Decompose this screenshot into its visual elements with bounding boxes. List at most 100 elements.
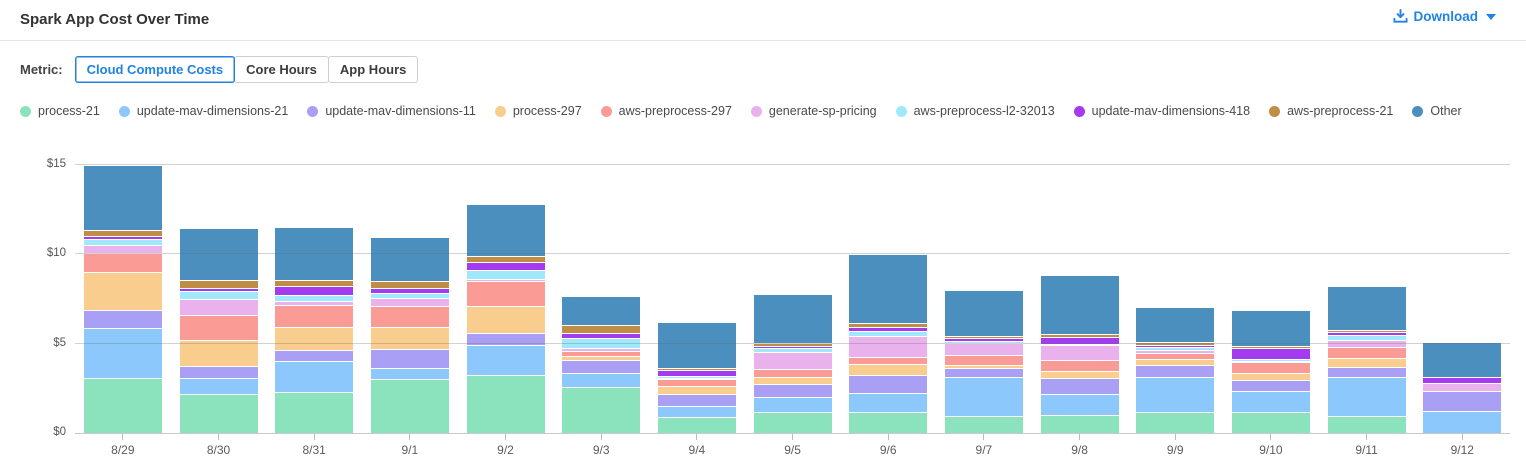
bar-segment-process-297[interactable]	[466, 306, 545, 333]
legend-item-update-mav-dimensions-11[interactable]: update-mav-dimensions-11	[307, 104, 476, 118]
stacked-bar[interactable]	[83, 165, 162, 433]
bar-segment-aws-preprocess-297[interactable]	[1327, 347, 1406, 358]
bar-segment-update-mav-dimensions-11[interactable]	[1040, 377, 1119, 394]
bar-segment-aws-preprocess-21[interactable]	[1136, 341, 1215, 345]
bar-segment-process-21[interactable]	[657, 416, 736, 433]
bar-segment-aws-preprocess-297[interactable]	[1136, 352, 1215, 359]
bar-segment-aws-preprocess-21[interactable]	[179, 280, 258, 289]
bar-segment-aws-preprocess-297[interactable]	[370, 306, 449, 327]
bar-segment-generate-sp-pricing[interactable]	[179, 299, 258, 316]
legend-item-update-mav-dimensions-21[interactable]: update-mav-dimensions-21	[118, 104, 288, 118]
bar-segment-aws-preprocess-l2-32013[interactable]	[83, 239, 162, 246]
bar-segment-aws-preprocess-297[interactable]	[944, 355, 1023, 366]
bar-segment-update-mav-dimensions-418[interactable]	[179, 288, 258, 291]
bar-segment-update-mav-dimensions-418[interactable]	[657, 369, 736, 376]
bar-segment-process-297[interactable]	[849, 364, 928, 375]
bar-segment-aws-preprocess-297[interactable]	[1040, 359, 1119, 372]
bar-segment-other[interactable]	[1136, 307, 1215, 342]
bar-segment-aws-preprocess-l2-32013[interactable]	[275, 295, 354, 301]
bar-segment-update-mav-dimensions-11[interactable]	[849, 374, 928, 393]
legend-item-process-297[interactable]: process-297	[494, 104, 582, 118]
bar-segment-update-mav-dimensions-11[interactable]	[562, 359, 641, 374]
bar-segment-aws-preprocess-l2-32013[interactable]	[1231, 358, 1310, 361]
bar-segment-process-297[interactable]	[1327, 358, 1406, 367]
bar-segment-process-21[interactable]	[83, 377, 162, 433]
bar-segment-update-mav-dimensions-21[interactable]	[83, 327, 162, 378]
bar-segment-process-297[interactable]	[753, 376, 832, 384]
legend-item-aws-preprocess-297[interactable]: aws-preprocess-297	[600, 104, 732, 118]
bar-segment-other[interactable]	[562, 295, 641, 325]
bar-segment-aws-preprocess-21[interactable]	[1040, 333, 1119, 337]
bar-segment-update-mav-dimensions-21[interactable]	[370, 367, 449, 380]
metric-button-core-hours[interactable]: Core Hours	[234, 56, 329, 83]
bar-segment-process-297[interactable]	[1040, 371, 1119, 378]
legend-item-aws-preprocess-l2-32013[interactable]: aws-preprocess-l2-32013	[895, 104, 1055, 118]
bar-segment-process-21[interactable]	[753, 412, 832, 433]
bar-segment-other[interactable]	[657, 322, 736, 368]
bar-segment-aws-preprocess-21[interactable]	[849, 323, 928, 327]
bar-segment-update-mav-dimensions-21[interactable]	[944, 376, 1023, 417]
bar-segment-aws-preprocess-21[interactable]	[657, 367, 736, 370]
stacked-bar[interactable]	[275, 226, 354, 433]
bar-segment-process-297[interactable]	[1231, 373, 1310, 381]
bar-segment-process-297[interactable]	[179, 340, 258, 367]
bar-segment-other[interactable]	[179, 227, 258, 281]
bar-segment-other[interactable]	[466, 204, 545, 257]
bar-segment-update-mav-dimensions-11[interactable]	[657, 393, 736, 407]
bar-segment-process-297[interactable]	[657, 385, 736, 394]
bar-segment-update-mav-dimensions-418[interactable]	[849, 326, 928, 332]
bar-segment-aws-preprocess-21[interactable]	[466, 256, 545, 262]
stacked-bar[interactable]	[849, 254, 928, 433]
stacked-bar[interactable]	[1327, 285, 1406, 433]
bar-segment-aws-preprocess-21[interactable]	[753, 342, 832, 347]
bar-segment-generate-sp-pricing[interactable]	[1040, 345, 1119, 360]
bar-segment-generate-sp-pricing[interactable]	[753, 351, 832, 369]
bar-segment-other[interactable]	[275, 226, 354, 281]
bar-segment-generate-sp-pricing[interactable]	[1327, 340, 1406, 348]
bar-segment-aws-preprocess-21[interactable]	[562, 324, 641, 334]
stacked-bar[interactable]	[1231, 309, 1310, 433]
bar-segment-aws-preprocess-l2-32013[interactable]	[849, 331, 928, 336]
bar-segment-aws-preprocess-21[interactable]	[275, 280, 354, 286]
bar-segment-generate-sp-pricing[interactable]	[370, 298, 449, 307]
bar-segment-update-mav-dimensions-418[interactable]	[944, 338, 1023, 342]
bar-segment-update-mav-dimensions-418[interactable]	[275, 285, 354, 296]
bar-segment-update-mav-dimensions-418[interactable]	[562, 333, 641, 339]
bar-segment-process-297[interactable]	[562, 356, 641, 360]
bar-segment-aws-preprocess-297[interactable]	[179, 315, 258, 341]
legend-item-aws-preprocess-21[interactable]: aws-preprocess-21	[1269, 104, 1393, 118]
stacked-bar[interactable]	[1423, 341, 1502, 433]
stacked-bar[interactable]	[944, 290, 1023, 433]
stacked-bar[interactable]	[562, 295, 641, 433]
download-button[interactable]: Download	[1392, 9, 1496, 24]
bar-segment-aws-preprocess-l2-32013[interactable]	[466, 270, 545, 279]
bar-segment-update-mav-dimensions-21[interactable]	[1040, 393, 1119, 416]
legend-item-process-21[interactable]: process-21	[20, 104, 100, 118]
legend-item-other[interactable]: Other	[1412, 104, 1462, 118]
bar-segment-update-mav-dimensions-418[interactable]	[1231, 348, 1310, 359]
bar-segment-process-297[interactable]	[275, 326, 354, 350]
bar-segment-update-mav-dimensions-11[interactable]	[370, 349, 449, 368]
bar-segment-other[interactable]	[1040, 274, 1119, 334]
bar-segment-update-mav-dimensions-418[interactable]	[466, 261, 545, 271]
stacked-bar[interactable]	[370, 236, 449, 433]
bar-segment-update-mav-dimensions-11[interactable]	[1327, 366, 1406, 377]
bar-segment-generate-sp-pricing[interactable]	[83, 245, 162, 253]
bar-segment-other[interactable]	[1423, 341, 1502, 377]
bar-segment-process-297[interactable]	[1136, 358, 1215, 366]
bar-segment-update-mav-dimensions-418[interactable]	[370, 288, 449, 293]
metric-button-app-hours[interactable]: App Hours	[327, 56, 419, 83]
bar-segment-aws-preprocess-l2-32013[interactable]	[1136, 347, 1215, 350]
bar-segment-process-21[interactable]	[944, 416, 1023, 433]
bar-segment-generate-sp-pricing[interactable]	[275, 300, 354, 306]
bar-segment-update-mav-dimensions-21[interactable]	[1423, 410, 1502, 433]
bar-segment-other[interactable]	[1231, 309, 1310, 346]
stacked-bar[interactable]	[657, 322, 736, 433]
bar-segment-process-21[interactable]	[1327, 416, 1406, 433]
bar-segment-generate-sp-pricing[interactable]	[849, 335, 928, 358]
bar-segment-other[interactable]	[1327, 285, 1406, 331]
bar-segment-other[interactable]	[370, 236, 449, 282]
bar-segment-other[interactable]	[83, 165, 162, 231]
bar-segment-aws-preprocess-21[interactable]	[944, 335, 1023, 339]
stacked-bar[interactable]	[466, 204, 545, 433]
